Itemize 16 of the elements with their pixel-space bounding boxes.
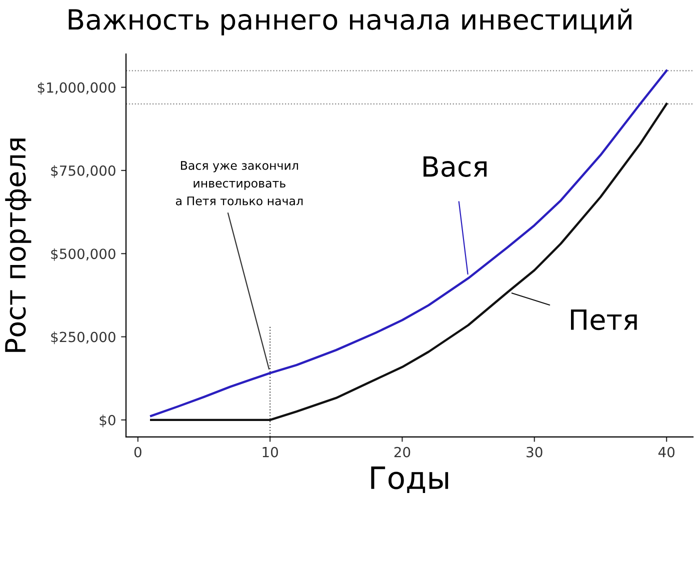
y-tick-label: $250,000	[51, 331, 116, 344]
y-tick-label: $500,000	[51, 248, 116, 261]
y-tick-label: $1,000,000	[38, 82, 116, 95]
series-label: Петя	[570, 309, 637, 330]
text: Вася	[424, 156, 487, 177]
y-tick-label: $0	[100, 414, 116, 428]
x-tick-label: 40	[658, 446, 674, 458]
x-axis-title: Годы	[371, 466, 448, 494]
x-tick-label: 20	[394, 446, 410, 458]
y-axis-title: Рост портфеля	[5, 138, 32, 352]
x-tick-label: 10	[262, 446, 278, 458]
y-tick-label: $750,000	[51, 165, 116, 178]
chart-title: Важность раннего начала инвестиций	[68, 8, 632, 36]
x-tick-label: 0	[134, 446, 142, 458]
annotation: Вася уже закончил инвестировать а Петя только начал	[176, 161, 303, 206]
x-tick-label: 30	[526, 446, 542, 458]
